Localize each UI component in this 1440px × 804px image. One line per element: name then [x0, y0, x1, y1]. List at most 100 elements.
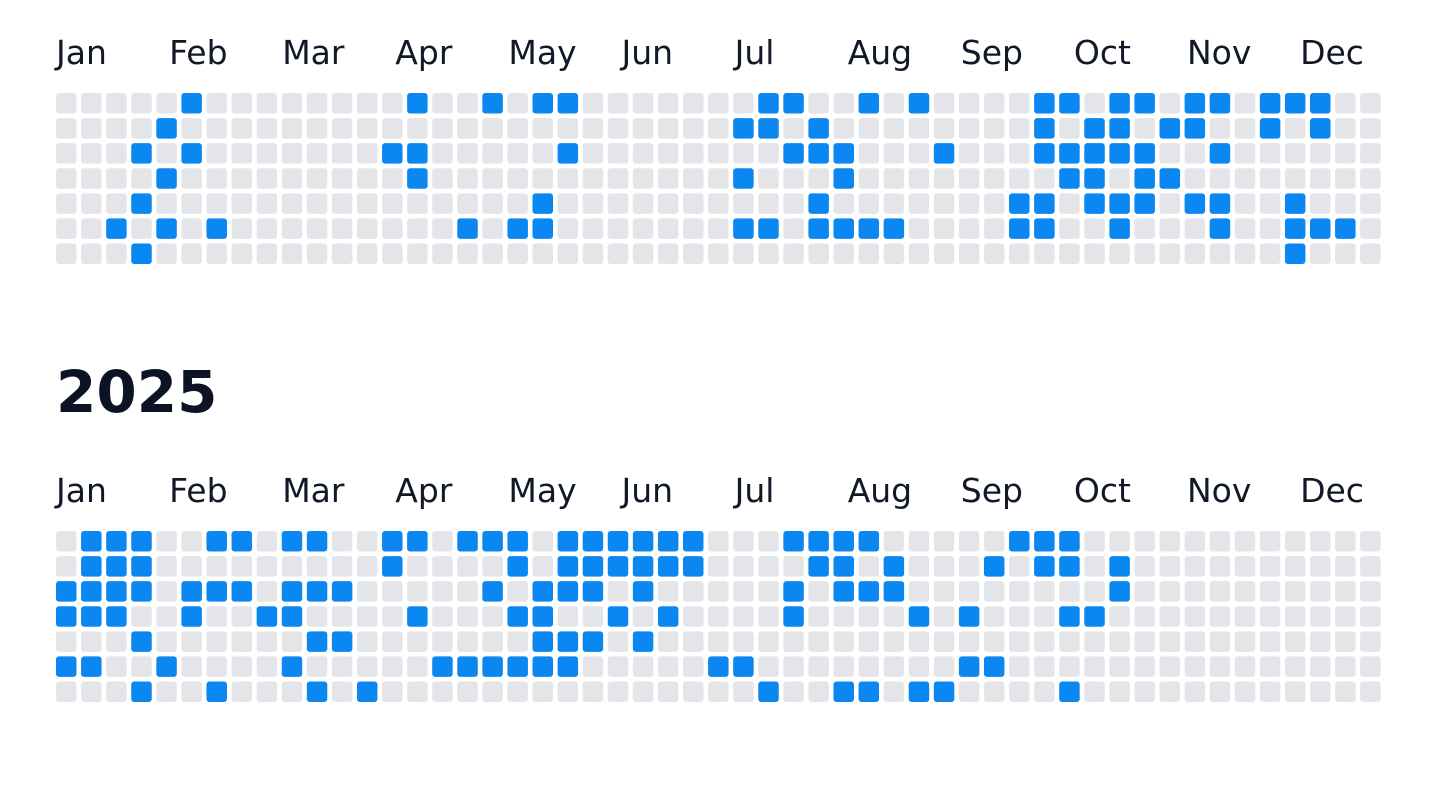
day-cell — [908, 243, 930, 264]
day-cell — [783, 581, 804, 602]
day-cell — [683, 656, 704, 677]
day-cell — [532, 656, 554, 677]
day-cell — [1184, 243, 1206, 264]
day-cell — [507, 218, 528, 239]
day-cell — [56, 218, 77, 239]
day-cell — [908, 556, 930, 577]
day-cell — [1059, 218, 1080, 239]
day-cell — [858, 556, 880, 577]
day-cell — [507, 581, 528, 602]
day-cell — [1335, 556, 1356, 577]
day-cell — [582, 531, 604, 552]
day-cell — [833, 118, 854, 139]
day-cell — [457, 118, 478, 139]
day-cell — [156, 193, 177, 214]
day-cell — [1009, 218, 1030, 239]
day-cell — [933, 193, 955, 214]
day-cell — [632, 218, 654, 239]
day-cell — [1234, 631, 1256, 652]
day-cell — [557, 581, 579, 602]
day-cell — [1284, 681, 1306, 702]
day-cell — [181, 118, 202, 139]
day-cell — [708, 606, 729, 627]
day-cell — [1259, 93, 1281, 114]
day-cell — [181, 193, 202, 214]
day-cell — [256, 93, 278, 114]
day-cell — [1184, 656, 1206, 677]
day-cell — [908, 118, 930, 139]
day-cell — [1059, 143, 1080, 164]
day-cell — [1360, 556, 1381, 577]
day-cell — [933, 143, 955, 164]
day-cell — [808, 93, 829, 114]
day-cell — [808, 556, 829, 577]
day-cell — [1134, 606, 1155, 627]
day-cell — [908, 656, 930, 677]
day-cell — [1259, 581, 1281, 602]
day-cell — [56, 93, 77, 114]
day-cell — [106, 681, 127, 702]
day-cell — [708, 218, 729, 239]
day-cell — [1134, 243, 1155, 264]
day-cell — [407, 143, 428, 164]
day-cell — [432, 218, 453, 239]
day-cell — [607, 606, 629, 627]
day-cell — [983, 193, 1005, 214]
day-cell — [607, 93, 629, 114]
day-cell — [557, 631, 579, 652]
day-cell — [1059, 93, 1080, 114]
day-cell — [783, 606, 804, 627]
day-cell — [883, 606, 905, 627]
day-cell — [356, 581, 378, 602]
day-cell — [106, 93, 127, 114]
day-cell — [1009, 556, 1030, 577]
day-cell — [1360, 143, 1381, 164]
day-cell — [1134, 556, 1155, 577]
day-cell — [532, 556, 554, 577]
day-cell — [607, 218, 629, 239]
day-cell — [482, 656, 503, 677]
day-cell — [131, 168, 152, 189]
day-cell — [432, 193, 453, 214]
day-cell — [657, 556, 679, 577]
day-cell — [1310, 118, 1331, 139]
day-cell — [683, 168, 704, 189]
day-cell — [1134, 218, 1155, 239]
day-cell — [1134, 581, 1155, 602]
day-cell — [231, 656, 253, 677]
day-cell — [708, 631, 729, 652]
day-cell — [1284, 631, 1306, 652]
day-cell — [733, 118, 754, 139]
day-cell — [457, 656, 478, 677]
day-cell — [382, 656, 403, 677]
day-cell — [256, 656, 278, 677]
day-cell — [683, 93, 704, 114]
day-cell — [1360, 168, 1381, 189]
day-cell — [432, 656, 453, 677]
day-cell — [1059, 531, 1080, 552]
day-cell — [181, 168, 202, 189]
day-cell — [1310, 218, 1331, 239]
day-cell — [56, 193, 77, 214]
day-cell — [1084, 218, 1105, 239]
day-cell — [331, 193, 353, 214]
day-cell — [507, 556, 528, 577]
day-cell — [507, 193, 528, 214]
day-cell — [708, 193, 729, 214]
day-cell — [883, 681, 905, 702]
day-cell — [382, 118, 403, 139]
day-cell — [1034, 556, 1055, 577]
day-cell — [958, 606, 980, 627]
day-cell — [983, 168, 1005, 189]
day-cell — [507, 93, 528, 114]
day-cell — [1310, 243, 1331, 264]
day-cell — [1084, 556, 1105, 577]
day-cell — [1159, 93, 1181, 114]
day-cell — [883, 168, 905, 189]
day-cell — [356, 656, 378, 677]
day-cell — [632, 118, 654, 139]
day-cell — [432, 243, 453, 264]
day-cell — [1059, 631, 1080, 652]
day-cell — [733, 168, 754, 189]
day-cell — [1335, 118, 1356, 139]
